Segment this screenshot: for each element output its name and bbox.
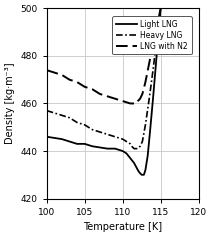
LNG with N2 (135, 102, 138, 105)
LNG with N2 (53, 71, 56, 74)
LNG with N2 (68, 78, 71, 81)
LNG with N2 (148, 62, 151, 64)
Heavy LNG (125, 140, 128, 143)
LNG with N2 (114, 97, 116, 100)
Heavy LNG (53, 112, 56, 114)
LNG with N2 (121, 100, 124, 103)
Heavy LNG (133, 147, 135, 150)
LNG with N2 (61, 73, 63, 76)
Heavy LNG (61, 114, 63, 117)
Heavy LNG (137, 147, 139, 150)
Heavy LNG (135, 147, 138, 150)
Light LNG (133, 161, 135, 164)
Light LNG (61, 138, 63, 141)
Heavy LNG (144, 123, 147, 126)
Light LNG (156, 52, 158, 55)
LNG with N2 (137, 100, 139, 103)
Legend: Light LNG, Heavy LNG, LNG with N2: Light LNG, Heavy LNG, LNG with N2 (112, 16, 192, 55)
Heavy LNG (159, 7, 162, 10)
Heavy LNG (121, 138, 124, 141)
LNG with N2 (45, 69, 48, 72)
Light LNG (45, 135, 48, 138)
LNG with N2 (130, 102, 133, 105)
Light LNG (140, 173, 143, 176)
Light LNG (83, 142, 86, 145)
Light LNG (114, 147, 116, 150)
Light LNG (121, 150, 124, 152)
Heavy LNG (141, 140, 144, 143)
Light LNG (91, 145, 93, 148)
Heavy LNG (114, 135, 116, 138)
LNG with N2 (129, 102, 131, 105)
Heavy LNG (91, 128, 93, 131)
Heavy LNG (130, 145, 133, 148)
Light LNG (144, 169, 147, 171)
Heavy LNG (152, 69, 154, 72)
Light LNG (99, 146, 101, 149)
Line: Heavy LNG: Heavy LNG (47, 8, 161, 149)
LNG with N2 (139, 97, 141, 100)
LNG with N2 (106, 95, 109, 98)
Heavy LNG (68, 116, 71, 119)
Light LNG (106, 147, 109, 150)
Light LNG (137, 169, 139, 171)
Heavy LNG (129, 142, 131, 145)
Light LNG (159, 7, 162, 10)
LNG with N2 (133, 102, 135, 105)
Line: Light LNG: Light LNG (47, 8, 161, 175)
Light LNG (143, 173, 145, 176)
LNG with N2 (141, 92, 144, 95)
LNG with N2 (76, 81, 78, 83)
Y-axis label: Density [kg·m⁻³]: Density [kg·m⁻³] (5, 63, 15, 144)
LNG with N2 (99, 92, 101, 95)
Heavy LNG (76, 121, 78, 124)
Heavy LNG (148, 97, 151, 100)
LNG with N2 (83, 85, 86, 88)
Heavy LNG (99, 131, 101, 133)
LNG with N2 (125, 101, 128, 104)
Heavy LNG (106, 133, 109, 136)
LNG with N2 (152, 43, 154, 46)
Heavy LNG (139, 145, 141, 148)
Heavy LNG (45, 109, 48, 112)
LNG with N2 (144, 81, 147, 83)
Light LNG (68, 140, 71, 143)
LNG with N2 (91, 88, 93, 91)
Light LNG (149, 131, 151, 133)
Line: LNG with N2: LNG with N2 (47, 8, 161, 104)
Heavy LNG (83, 123, 86, 126)
Light LNG (138, 171, 141, 174)
Heavy LNG (156, 38, 158, 41)
LNG with N2 (156, 26, 158, 29)
Light LNG (146, 154, 149, 157)
Light LNG (129, 157, 131, 160)
X-axis label: Temperature [K]: Temperature [K] (83, 222, 162, 232)
Light LNG (53, 137, 56, 139)
Light LNG (152, 97, 154, 100)
Light LNG (76, 142, 78, 145)
LNG with N2 (159, 7, 162, 10)
Light LNG (125, 152, 128, 155)
